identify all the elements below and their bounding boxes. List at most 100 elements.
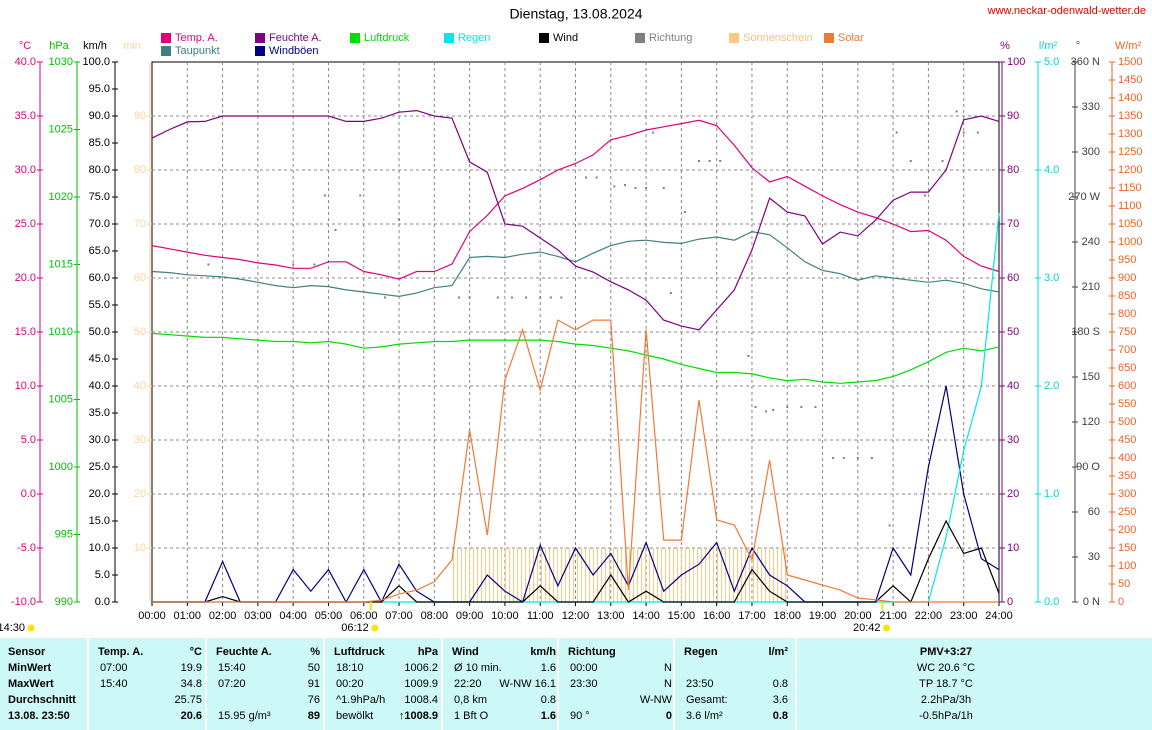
y-tick-label: 1000 [1118,236,1142,248]
axis-unit: ° [1076,40,1080,52]
y-tick-label: -10.0 [11,596,36,608]
cell-left: 23:30 [570,678,598,690]
y-tick-label: 4.0 [1044,164,1059,176]
y-tick-label: 30.0 [89,434,110,446]
cell-right: 3.6 [773,694,788,706]
cell-right: W-NW 16.1 [499,678,556,690]
direction-dot [510,296,513,299]
cell-right: 0.8 [773,678,788,690]
table-dividers [87,638,797,730]
y-tick-label: 30.0 [15,164,36,176]
legend-swatch [444,33,454,43]
y-tick-label: 10 [1007,542,1019,554]
cell-right: 0 [666,710,672,722]
direction-dot [832,457,835,459]
pmv-cell: PMV+3:27 [920,646,972,658]
direction-dot [525,296,528,299]
legend-label: Luftdruck [364,32,410,44]
direction-dot [549,296,552,299]
direction-dot [623,184,626,186]
section-header: Wind [452,646,479,658]
y-tick-label: 50.0 [89,326,110,338]
y-tick-label: 300 [1082,146,1100,158]
legend-swatch [161,46,171,56]
y-tick-label: 10.0 [89,542,110,554]
y-tick-label: 40 [134,380,146,392]
x-tick-label: 08:00 [421,610,449,622]
y-tick-label: 70.0 [89,218,110,230]
y-tick-label: 1300 [1118,128,1142,140]
y-tick-label: 5.0 [95,569,110,581]
y-tick-label: 35.0 [15,110,36,122]
y-tick-label: 0 [1118,596,1124,608]
cell-right: 1006.2 [404,662,438,674]
cell-left: 0,8 km [454,694,487,706]
direction-dot [765,410,768,413]
y-tick-label: 1000 [49,461,73,473]
direction-dot [634,187,637,189]
sunshine-bar [469,548,488,602]
legend-label: Regen [458,32,490,44]
row-label: MaxWert [8,678,54,690]
y-tick-label: 30 [134,434,146,446]
y-tick-label: 0 [1007,596,1013,608]
x-tick-label: 06:00 [350,610,378,622]
y-tick-label: 450 [1118,434,1136,446]
y-tick-label: 20 [134,488,146,500]
sunshine-bar [646,548,664,602]
cell-right: 89 [308,710,320,722]
x-tick-label: 21:00 [879,610,907,622]
direction-dot [560,296,563,299]
y-tick-label: 70 [134,218,146,230]
direction-dot [888,524,891,527]
cell-right: 1009.9 [404,678,438,690]
y-tick-label: 70 [1007,218,1019,230]
direction-dot [870,457,873,459]
direction-dot [814,406,817,408]
y-tick-label: 250 [1118,506,1136,518]
y-tick-label: 60 [1007,272,1019,284]
y-tick-label: 15.0 [89,515,110,527]
y-tick-label: 100.0 [82,56,110,68]
cell-left: 18:10 [336,662,364,674]
y-tick-label: 850 [1118,290,1136,302]
y-tick-label: 20 [1007,488,1019,500]
y-tick-label: 40.0 [15,56,36,68]
y-tick-label: 90 [134,110,146,122]
y-tick-label: 20.0 [89,488,110,500]
x-tick-label: 12:00 [562,610,590,622]
section-header: Temp. A. [98,646,143,658]
cell-right: N [664,678,672,690]
cell-right: 76 [308,694,320,706]
cell-right: 1.6 [541,662,556,674]
y-tick-label: 95.0 [89,83,110,95]
y-tick-label: 1015 [49,258,73,270]
row-label: MinWert [8,662,52,674]
y-tick-label: -5.0 [17,542,36,554]
sun-icon [883,624,891,632]
cell-left: 07:00 [100,662,128,674]
sunshine-bar [487,548,505,602]
y-tick-label: 45.0 [89,353,110,365]
y-tick-label: 5.0 [21,434,36,446]
x-tick-label: 22:00 [915,610,943,622]
cell-right: 0.8 [541,694,556,706]
table-background [0,638,1152,730]
y-tick-label: 1350 [1118,110,1142,122]
pmv-cell: 2.2hPa/3h [921,694,971,706]
y-tick-label: 0 N [1083,596,1100,608]
pmv-cell: WC 20.6 °C [917,662,975,674]
series-line [152,319,999,603]
sun-time: 14:30 [0,622,25,634]
x-tick-label: 04:00 [279,610,307,622]
y-tick-label: 1150 [1118,182,1142,194]
y-tick-label: 750 [1118,326,1136,338]
direction-dot [383,296,386,299]
axis-unit: W/m² [1115,40,1142,52]
direction-dot [292,263,295,266]
y-tick-label: 0.0 [21,488,36,500]
cell-left: 3.6 l/m² [686,710,723,722]
direction-dot [941,160,944,162]
y-tick-label: 0.0 [95,596,110,608]
sunshine-bar [751,548,770,602]
